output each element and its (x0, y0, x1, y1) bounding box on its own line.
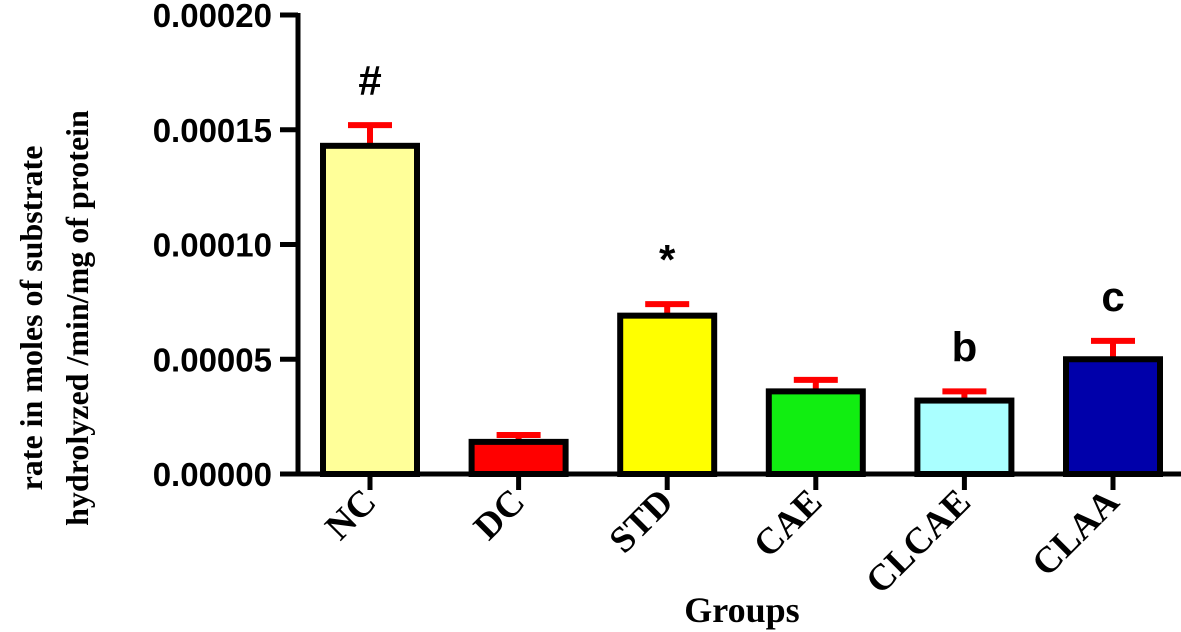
y-axis: 0.00000 0.00005 0.00010 0.00015 0.00020 (153, 0, 301, 493)
significance-label: # (358, 57, 381, 104)
y-tick-label: 0.00015 (153, 112, 272, 149)
bar-nc (320, 142, 420, 477)
bar-dc (468, 438, 569, 477)
x-axis: NC DC STD CAE CLCAE CLAA (296, 471, 1181, 602)
bar-claa (1063, 356, 1163, 477)
significance-label: b (952, 323, 978, 370)
significance-label: * (659, 236, 676, 283)
x-tick-label: CAE (746, 481, 830, 565)
y-tick-label: 0.00010 (153, 227, 272, 264)
y-axis-title-line1: rate in moles of substrate (13, 146, 49, 491)
x-tick-label: NC (318, 481, 385, 548)
x-tick-label: CLCAE (858, 481, 979, 602)
significance-label: c (1101, 273, 1124, 320)
y-tick-label: 0.00000 (153, 456, 272, 493)
x-tick-label: DC (466, 481, 533, 548)
x-axis-title: Groups (684, 590, 799, 630)
bar-clcae (914, 397, 1015, 477)
bar-std (617, 312, 718, 477)
x-tick-label: CLAA (1024, 481, 1127, 584)
y-tick-label: 0.00005 (153, 341, 272, 378)
bar-cae (765, 388, 866, 478)
y-tick-label: 0.00020 (153, 0, 272, 34)
x-tick-label: STD (602, 481, 682, 561)
y-axis-title-line2: hydrolyzed /min/mg of protein (59, 110, 95, 526)
bars: # * b c (320, 57, 1163, 478)
